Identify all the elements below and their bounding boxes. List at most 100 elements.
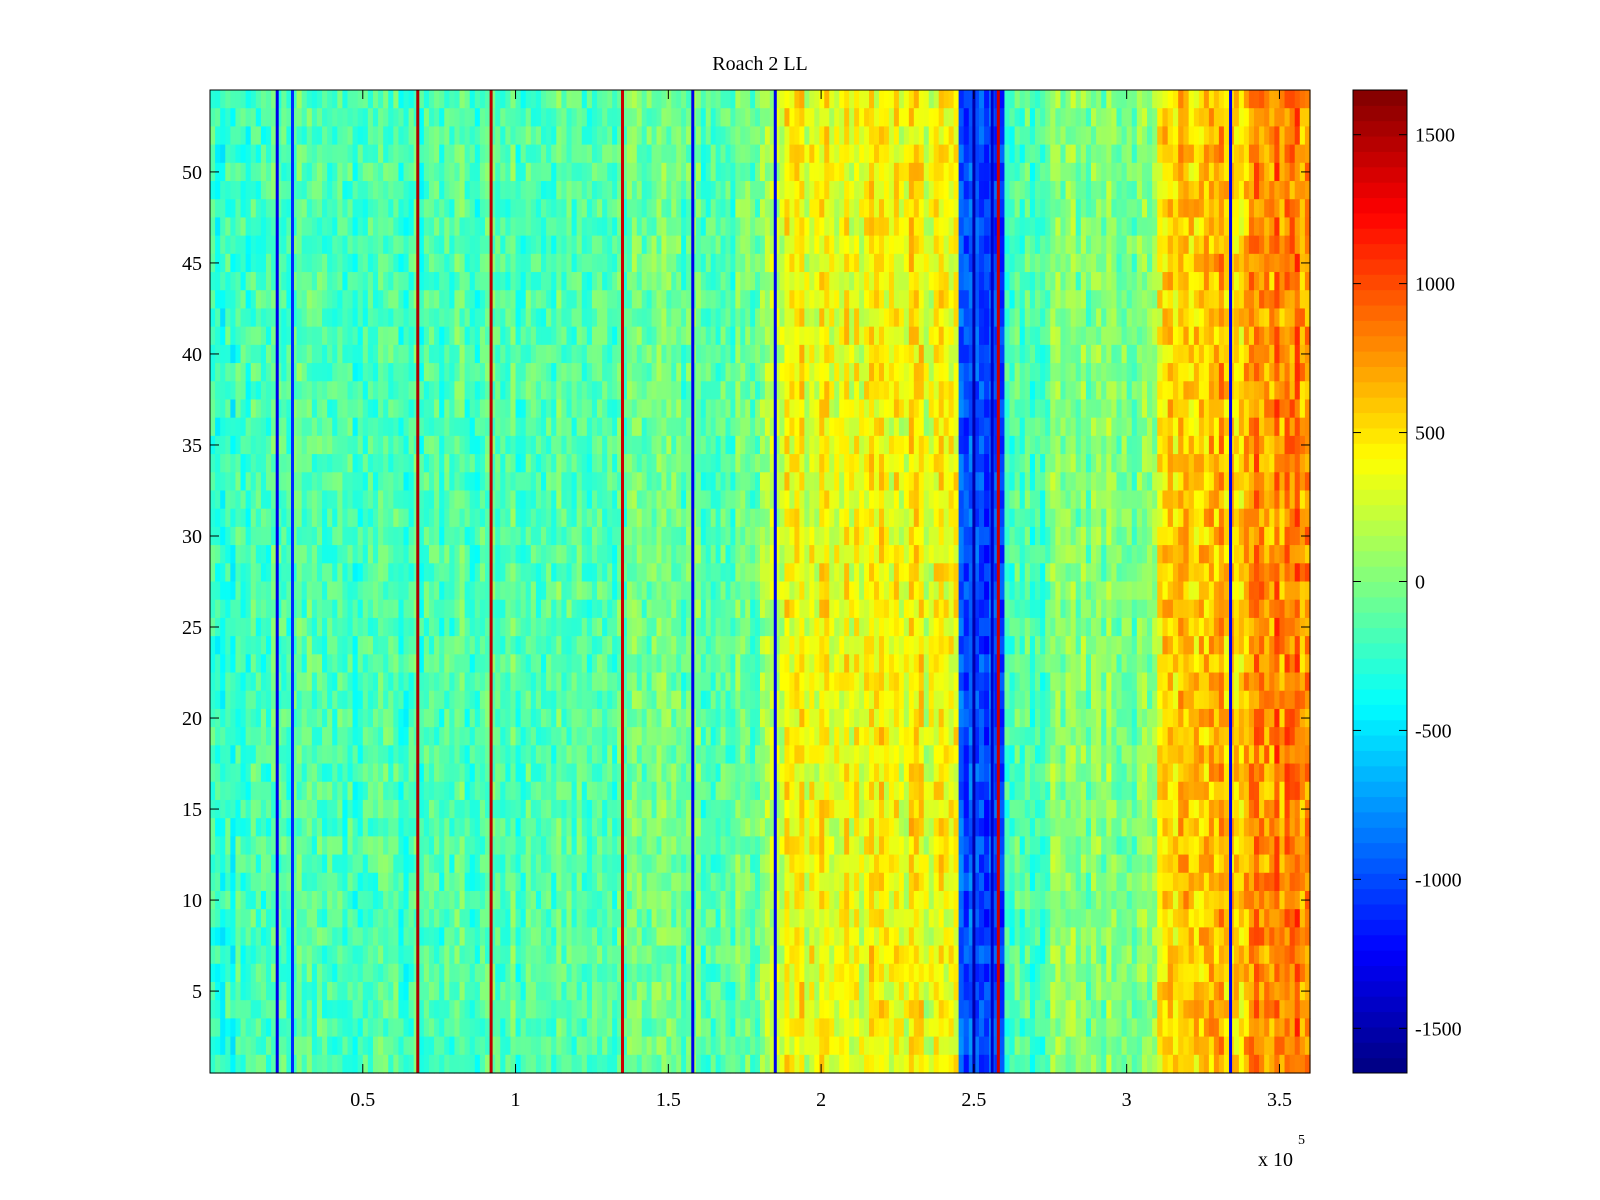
heatmap-cell [327,363,333,382]
heatmap-cell [474,290,481,310]
heatmap-cell [220,108,226,127]
heatmap-cell [428,654,435,674]
heatmap-cell [612,781,618,801]
heatmap-cell [459,799,466,819]
heatmap-cell [398,872,405,892]
heatmap-cell [357,1036,364,1056]
heatmap-cell [388,981,394,1001]
heatmap-cell [520,508,527,528]
heatmap-cell [260,472,267,492]
heatmap-cell [225,945,231,965]
heatmap-cell [469,144,476,164]
heatmap-cell [362,836,369,856]
heatmap-cell [586,326,593,346]
heatmap-cell [408,144,415,164]
heatmap-cell [388,363,394,382]
heatmap-cell [622,872,628,892]
heatmap-cell [260,818,267,837]
heatmap-cell [602,599,608,619]
heatmap-cell [561,508,568,528]
heatmap-cell [322,162,328,182]
heatmap-cell [286,272,293,291]
heatmap-cell [449,508,456,528]
heatmap-cell [566,290,573,310]
heatmap-cell [418,763,425,783]
heatmap-cell [469,181,476,200]
heatmap-cell [551,1000,557,1019]
heatmap-cell [449,399,456,419]
heatmap-cell [403,435,410,455]
heatmap-cell [418,927,425,947]
heatmap-cell [316,344,323,364]
heatmap-cell [530,745,537,765]
heatmap-cell [337,181,343,200]
heatmap-cell [479,599,486,619]
heatmap-cell [530,108,537,127]
heatmap-cell [276,799,282,819]
heatmap-cell [240,199,247,219]
heatmap-cell [271,272,277,291]
heatmap-cell [276,690,282,710]
heatmap-cell [362,763,369,783]
heatmap-cell [626,253,633,273]
heatmap-cell [591,599,598,619]
heatmap-cell [520,526,527,546]
heatmap-cell [505,708,512,728]
heatmap-cell [525,490,532,510]
heatmap-cell [459,581,466,601]
heatmap-cell [586,435,593,455]
heatmap-cell [434,636,440,655]
heatmap-cell [602,344,608,364]
heatmap-cell [541,672,547,692]
heatmap-cell [530,818,537,837]
heatmap-cell [408,1036,415,1056]
heatmap-cell [505,781,512,801]
heatmap-cell [428,836,435,856]
heatmap-cell [245,144,252,164]
heatmap-cell [612,745,618,765]
heatmap-cell [337,690,343,710]
heatmap-cell [541,945,547,965]
heatmap-cell [260,399,267,419]
heatmap-cell [586,1054,593,1074]
heatmap-cell [428,381,435,401]
heatmap-cell [500,1036,506,1056]
heatmap-cell [612,927,618,947]
heatmap-cell [505,381,512,401]
heatmap-cell [479,126,486,146]
heatmap-cell [383,108,389,127]
heatmap-cell [393,836,400,856]
heatmap-cell [357,963,364,983]
heatmap-cell [500,253,506,273]
heatmap-cell [661,326,667,346]
heatmap-cell [434,308,440,328]
heatmap-cell [591,563,598,583]
heatmap-cell [352,599,359,619]
heatmap-cell [454,1036,461,1056]
heatmap-cell [408,563,415,583]
heatmap-cell [571,890,578,910]
heatmap-cell [225,890,231,910]
heatmap-cell [525,745,532,765]
heatmap-cell [591,217,598,237]
heatmap-cell [661,162,667,182]
heatmap-cell [454,927,461,947]
heatmap-cell [367,945,374,965]
heatmap-cell [622,490,628,510]
heatmap-cell [626,818,633,837]
heatmap-cell [500,126,506,146]
heatmap-cell [337,1036,343,1056]
heatmap-cell [666,927,672,947]
heatmap-cell [276,1036,282,1056]
heatmap-cell [561,1036,568,1056]
heatmap-cell [571,454,578,473]
heatmap-cell [327,963,333,983]
heatmap-cell [671,890,677,910]
heatmap-cell [398,581,405,601]
heatmap-cell [607,490,613,510]
heatmap-cell [260,599,267,619]
heatmap-cell [490,399,496,419]
heatmap-cell [439,690,445,710]
heatmap-cell [566,199,573,219]
heatmap-cell [464,799,471,819]
